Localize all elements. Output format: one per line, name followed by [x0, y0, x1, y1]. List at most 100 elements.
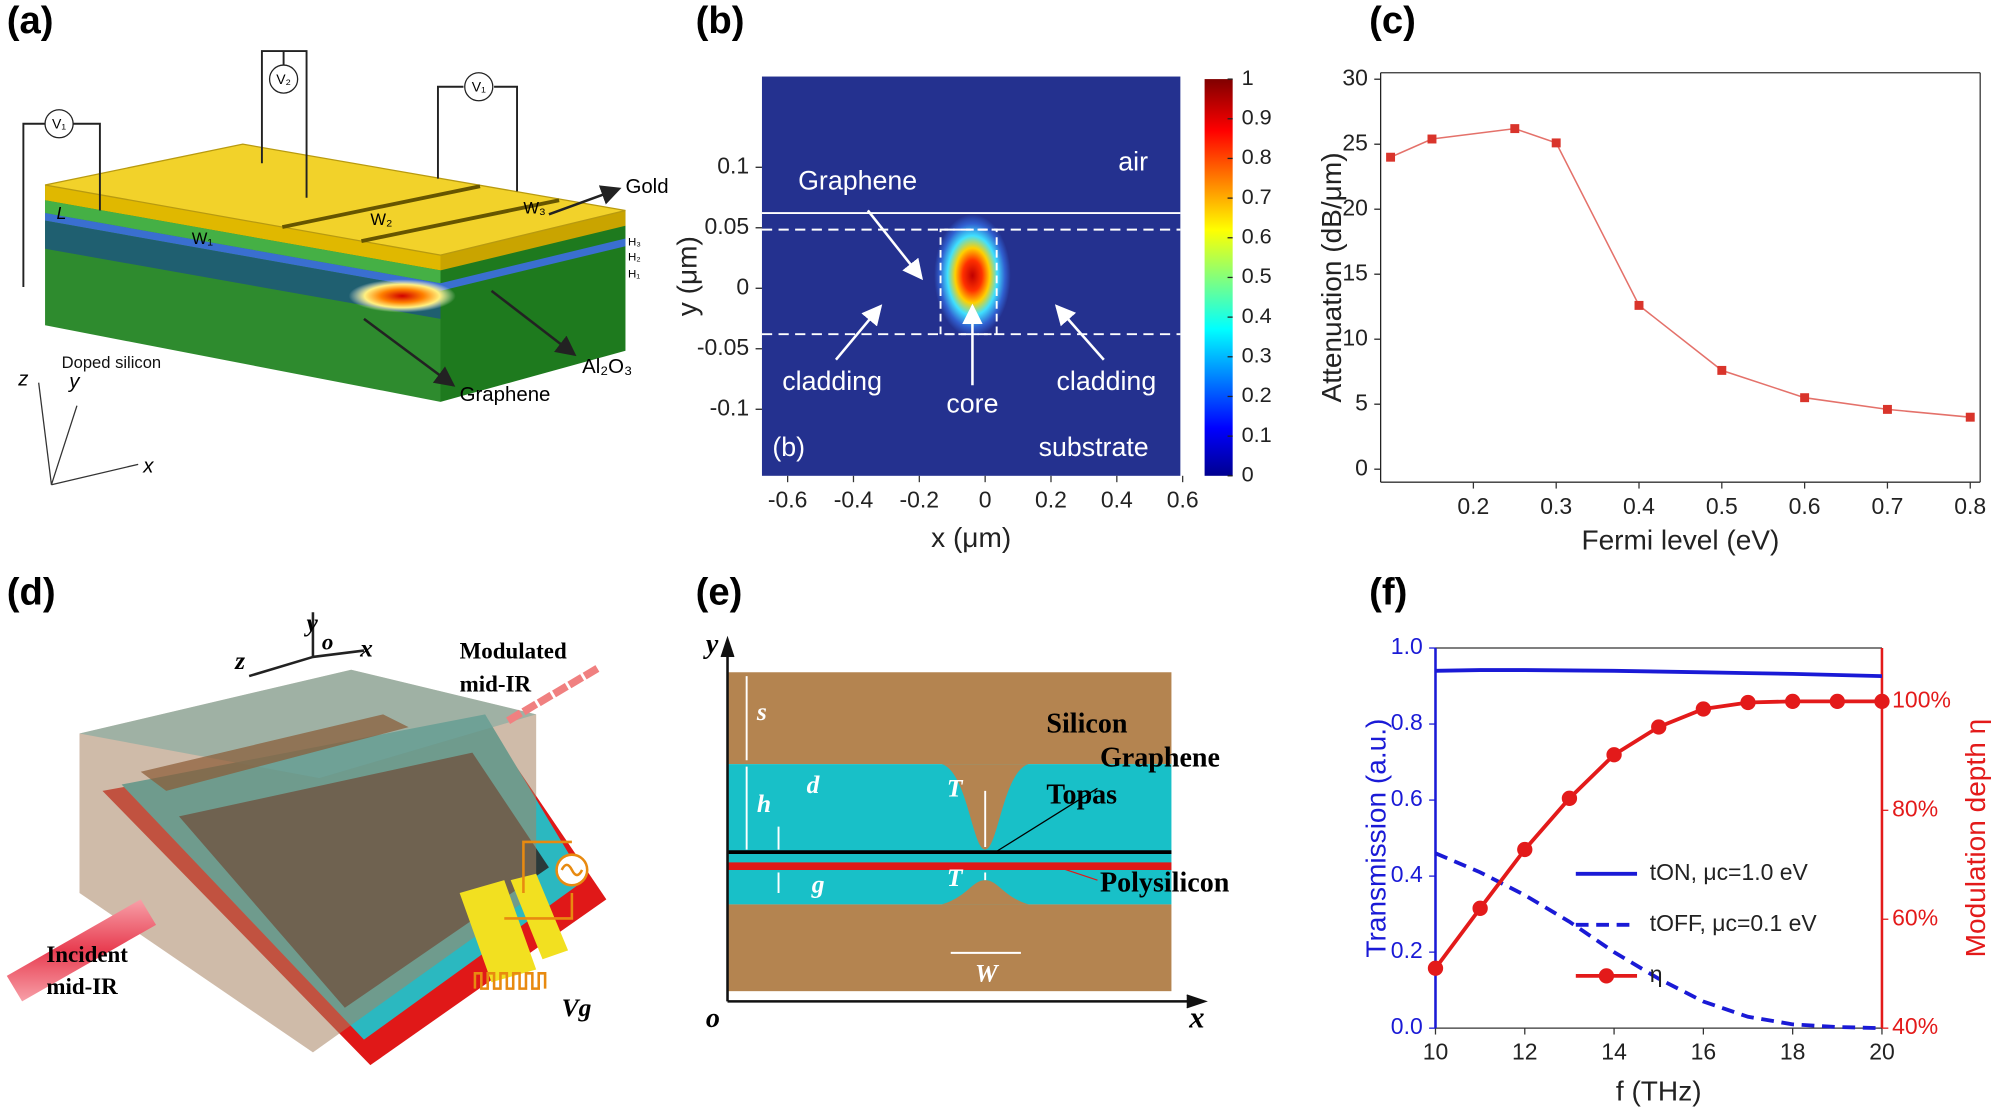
annotation: (b)	[772, 432, 805, 462]
dim-label: h	[757, 789, 771, 818]
axis-label: y	[67, 371, 81, 393]
voltage: V₁	[52, 116, 66, 132]
axis-label: y	[304, 608, 319, 637]
side-gold	[440, 210, 626, 271]
annotation: air	[1118, 146, 1148, 176]
input-beam	[6, 899, 157, 1002]
panel-label: (f)	[1369, 571, 1407, 614]
label-graphene: Graphene	[460, 384, 551, 406]
wires	[22, 50, 518, 288]
x-tick-label: 0.3	[1540, 493, 1572, 519]
series-line	[1435, 668, 1883, 679]
x-tick-label: 12	[1512, 1039, 1538, 1065]
label-gold: Gold	[625, 176, 668, 198]
marker	[1551, 138, 1561, 148]
colorbar-tick-label: 0.2	[1242, 382, 1272, 407]
mode	[348, 279, 456, 313]
x-tick-label: 0	[979, 486, 992, 512]
axis-label: x	[142, 455, 154, 477]
y-axis-label: Attenuation (dB/μm)	[1316, 152, 1347, 402]
x-tick-label: 0.8	[1954, 493, 1986, 519]
core-box	[939, 228, 998, 336]
y-tick-label: -0.1	[710, 394, 750, 420]
panel-labels: (a) (b) (c) (d) (e) (f)	[7, 0, 1416, 614]
field-mode	[934, 214, 1011, 337]
y-tick-label: 25	[1342, 129, 1368, 155]
marker	[1427, 960, 1444, 976]
y-tick-label: 0.4	[1391, 861, 1423, 887]
x-tick-label: 20	[1869, 1039, 1895, 1065]
pointer	[1058, 866, 1098, 881]
y-axis-label: y (μm)	[672, 236, 703, 316]
marker	[1800, 393, 1810, 403]
label-height: H₁	[628, 268, 640, 280]
panel-label: (a)	[7, 0, 54, 42]
y-tick-label: 0.1	[717, 152, 749, 178]
colorbar-tick-label: 0.4	[1242, 303, 1272, 328]
layer	[45, 200, 441, 284]
axis-label: y	[703, 629, 719, 660]
annotation: cladding	[1057, 366, 1157, 396]
axis-label: z	[234, 646, 245, 675]
series-line	[1434, 851, 1883, 1031]
y-tick-label: 1.0	[1391, 633, 1423, 659]
input-label: Incident	[46, 942, 128, 967]
y-tick-label: 0.6	[1391, 785, 1423, 811]
dim-label: T	[947, 863, 964, 892]
x-tick-label: 0.2	[1457, 493, 1489, 519]
x-tick-label: 16	[1691, 1039, 1717, 1065]
y-tick-label: 10	[1342, 324, 1368, 350]
marker	[1510, 124, 1520, 134]
colorbar-tick-label: 0.9	[1242, 104, 1272, 129]
dim-label: s	[756, 697, 767, 726]
x-tick-label: 0.4	[1101, 486, 1133, 512]
y-axis-label: Transmission (a.u.)	[1360, 719, 1391, 958]
panel-label: (c)	[1369, 0, 1416, 42]
x-tick-label: 0.4	[1623, 493, 1655, 519]
box-top	[79, 669, 537, 779]
marker	[1517, 841, 1533, 858]
colorbar-tick-label: 0.6	[1242, 224, 1272, 249]
meter	[464, 72, 494, 102]
marker	[1874, 693, 1890, 710]
annotation: cladding	[782, 366, 882, 396]
axis-label: o	[322, 629, 333, 654]
marker	[1427, 134, 1437, 144]
x-tick-label: 0.6	[1167, 486, 1199, 512]
y2-tick-label: 80%	[1892, 795, 1938, 821]
pointer	[995, 787, 1098, 853]
dimension-lines	[745, 676, 1021, 954]
colorbar-tick-label: 0	[1242, 462, 1254, 487]
heatmap-layout	[761, 76, 1233, 476]
y-tick-label: 0.8	[1391, 709, 1423, 735]
marker	[1965, 412, 1975, 422]
meter	[268, 64, 299, 94]
y-tick-label: 5	[1355, 389, 1368, 415]
marker	[1829, 693, 1845, 710]
label-oxide: Al₂O₃	[582, 356, 632, 378]
meter	[44, 109, 74, 139]
y2-tick-label: 100%	[1892, 686, 1951, 712]
y-tick-label: 0	[1355, 454, 1368, 480]
label-height: H₂	[628, 252, 641, 264]
x-tick-label: -0.2	[900, 486, 940, 512]
legend-label: η	[1650, 961, 1663, 987]
output-label: Modulated	[460, 638, 567, 663]
dim-label: g	[811, 869, 825, 898]
y2-tick-label: 40%	[1892, 1013, 1938, 1039]
voltage: V₂	[276, 71, 291, 87]
marker	[1634, 300, 1644, 310]
arrow	[834, 304, 883, 361]
gold-edge	[45, 184, 441, 271]
label-width: W₁	[192, 229, 214, 248]
input-label: mid-IR	[46, 974, 118, 999]
x-tick-label: 18	[1780, 1039, 1806, 1065]
marker	[1785, 693, 1801, 710]
annotation: substrate	[1039, 432, 1149, 462]
silicon-ridge	[941, 880, 1029, 905]
side-graphene	[440, 238, 626, 291]
axes	[38, 382, 139, 486]
marker	[1695, 701, 1712, 717]
label-length: L	[57, 203, 67, 223]
diagram-d: y o x z Modulated mid-IR Incident mid-IR…	[6, 608, 607, 1066]
